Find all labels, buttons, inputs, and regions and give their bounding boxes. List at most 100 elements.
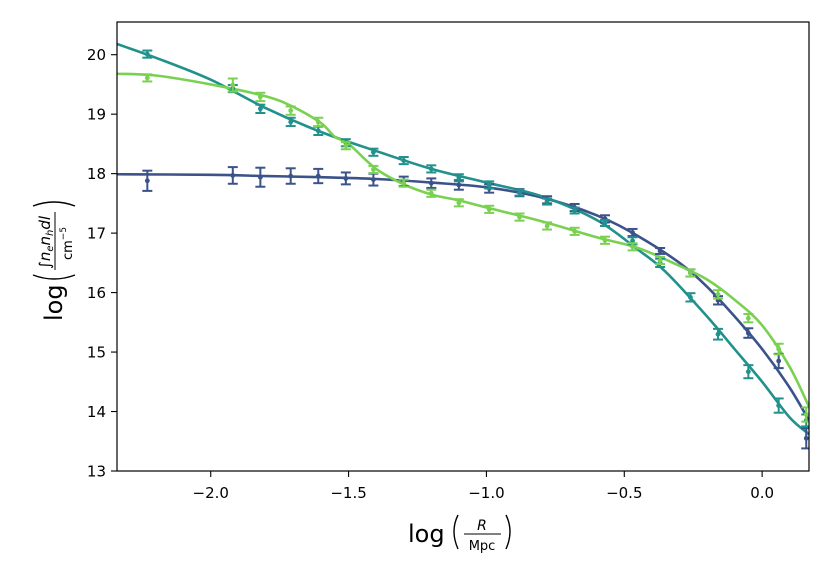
series-2-data-point — [713, 289, 724, 300]
data-marker — [343, 176, 349, 181]
series-2-data-point — [398, 178, 409, 188]
x-axis-left-paren — [453, 514, 459, 550]
data-marker — [288, 119, 294, 125]
x-ticks: −2.0 −1.5 −1.0 −0.5 0.0 — [193, 471, 774, 502]
data-marker — [803, 435, 809, 441]
series-1-data-point — [713, 327, 724, 341]
y-axis-right-paren — [32, 201, 76, 207]
data-marker — [715, 331, 721, 337]
series-1-data-point — [514, 188, 525, 197]
data-marker — [688, 294, 693, 300]
data-marker — [544, 199, 550, 205]
data-marker — [657, 248, 663, 254]
series-1-data-point — [484, 180, 495, 190]
data-marker — [428, 180, 434, 186]
y-tick-label: 20 — [87, 46, 106, 64]
data-marker — [315, 173, 321, 179]
data-marker — [370, 167, 376, 172]
series-1-data-point — [368, 147, 379, 157]
x-axis-right-paren — [505, 514, 511, 550]
data-marker — [715, 291, 721, 297]
x-axis-title-numerator: R — [477, 518, 487, 534]
series-2-data-point — [426, 188, 437, 198]
data-marker — [544, 223, 550, 229]
series-1-data-point — [398, 155, 409, 166]
series-2-model-line — [117, 72, 809, 409]
data-marker — [370, 149, 376, 155]
x-axis-title: log R Mpc — [408, 514, 511, 554]
y-axis-title-denominator: cm−5 — [59, 227, 76, 260]
data-marker — [688, 270, 693, 276]
series-2-data-point — [627, 242, 638, 252]
data-marker — [144, 75, 150, 81]
series-2-data-point — [285, 105, 296, 116]
series-2-data-point — [743, 312, 754, 324]
y-axis-title: log ∫nenhdl cm−5 — [32, 201, 76, 321]
series-1-data-point — [599, 219, 610, 227]
x-tick-label: −1.0 — [468, 484, 504, 502]
data-marker — [776, 403, 782, 408]
y-ticks: 13 14 15 16 17 18 19 20 — [87, 46, 117, 481]
plot-frame — [116, 21, 810, 472]
series-1-data-point — [773, 397, 784, 414]
series-0-data-point — [313, 167, 324, 185]
series-2-data-point — [255, 91, 266, 103]
series-2-data-point — [227, 77, 238, 93]
x-tick-label: −1.5 — [330, 484, 366, 502]
data-marker — [630, 238, 635, 244]
data-marker — [572, 228, 578, 234]
series-1-data-point — [743, 364, 754, 380]
series-2-data-point — [313, 116, 324, 128]
series-1-data-point — [569, 206, 580, 215]
y-axis-numerator-main: ∫n — [36, 252, 54, 269]
series-1-data-point — [426, 164, 437, 174]
data-marker — [456, 182, 462, 188]
series-2-data-point — [484, 204, 495, 214]
series-1-data-point — [255, 103, 266, 114]
series-2-data-point — [801, 406, 809, 423]
y-axis-exponent: −5 — [59, 227, 69, 240]
y-tick-label: 15 — [87, 344, 106, 362]
data-marker — [288, 173, 294, 179]
series-2-data-point — [142, 73, 153, 83]
y-tick-label: 13 — [87, 463, 106, 481]
data-marker — [745, 315, 751, 321]
data-marker — [517, 190, 522, 196]
y-axis-denominator-main: cm — [61, 240, 76, 260]
series-1-model-line — [117, 42, 809, 436]
data-marker — [602, 220, 608, 226]
data-marker — [428, 190, 434, 196]
y-tick-label: 19 — [87, 106, 106, 124]
data-marker — [428, 166, 434, 172]
series-2-data-point — [569, 226, 580, 236]
y-tick-label: 18 — [87, 165, 106, 183]
data-marker — [257, 106, 263, 112]
series-2-data-point — [453, 198, 464, 208]
series-0-data-point — [285, 167, 296, 185]
data-marker — [776, 346, 782, 352]
x-axis-title-log: log — [408, 520, 445, 548]
data-marker — [144, 51, 150, 57]
data-marker — [776, 358, 782, 364]
data-marker — [257, 174, 263, 180]
series-0-data-point — [627, 227, 638, 238]
series-0-data-point — [227, 166, 238, 185]
x-axis-title-denominator: Mpc — [469, 539, 496, 554]
data-marker — [602, 237, 608, 243]
data-marker — [257, 94, 263, 100]
error-bars-layer — [142, 49, 809, 450]
x-tick-label: 0.0 — [750, 484, 774, 502]
data-marker — [230, 82, 236, 88]
y-axis-n-h: n — [36, 236, 54, 246]
series-0-data-point — [655, 246, 666, 255]
data-marker — [370, 177, 376, 182]
data-marker — [401, 180, 407, 186]
series-0-data-point — [142, 169, 153, 192]
series-2-data-point — [542, 221, 553, 231]
y-axis-subscript-h: h — [45, 230, 56, 236]
x-tick-label: −2.0 — [193, 484, 229, 502]
series-2-data-point — [599, 235, 610, 245]
series-0-data-point — [743, 327, 754, 339]
series-0-data-point — [426, 177, 437, 189]
series-1-data-point — [285, 116, 296, 128]
